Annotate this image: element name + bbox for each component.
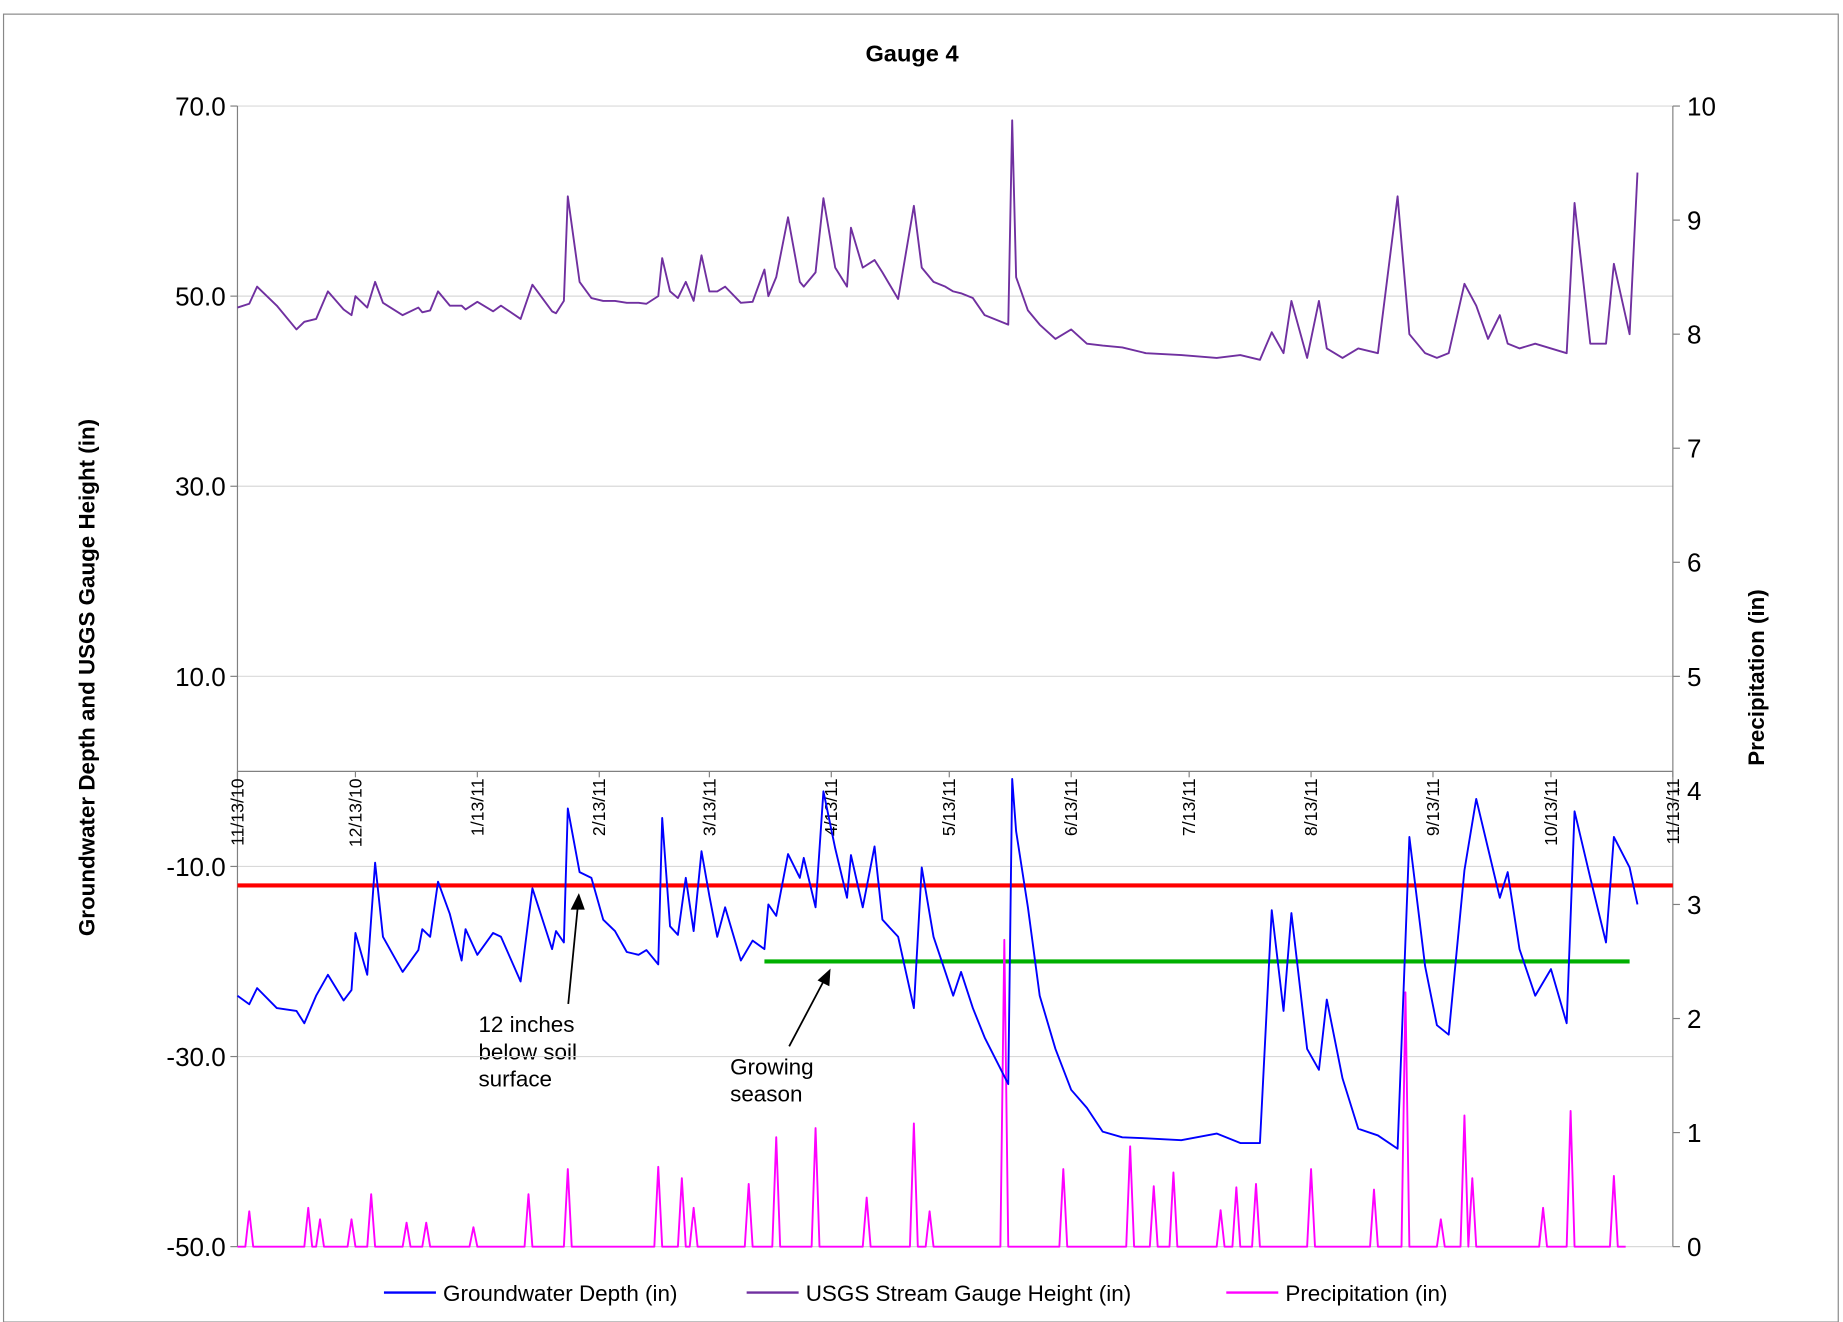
y2-tick-label: 1 [1687, 1120, 1701, 1148]
y-tick-label: 50.0 [175, 284, 226, 312]
arrow-head [570, 893, 585, 910]
x-tick-label: 6/13/11 [1061, 778, 1081, 836]
legend-label: USGS Stream Gauge Height (in) [806, 1281, 1131, 1306]
x-tick-label: 12/13/10 [345, 778, 365, 847]
data-line [236, 778, 1639, 1150]
y2-tick-label: 10 [1687, 94, 1716, 122]
x-tick-label: 3/13/11 [699, 778, 719, 836]
x-tick-label: 4/13/11 [821, 778, 841, 836]
annotation-line: surface [478, 1066, 552, 1091]
data-line [237, 938, 1626, 1248]
y2-tick-label: 9 [1687, 208, 1701, 236]
y-tick-label: 70.0 [175, 94, 226, 122]
annotation-arrow [567, 907, 579, 1004]
y-tick-label: 30.0 [175, 474, 226, 502]
x-tick-label: 7/13/11 [1179, 778, 1199, 836]
y-tick-label: 10.0 [175, 664, 226, 692]
y2-tick-label: 7 [1687, 436, 1701, 464]
y2-tick-label: 3 [1687, 892, 1701, 920]
legend-label: Groundwater Depth (in) [443, 1281, 677, 1306]
y-tick-label: -30.0 [166, 1044, 225, 1072]
x-tick-label: 2/13/11 [589, 778, 609, 836]
x-tick-label: 11/13/11 [1663, 778, 1683, 844]
y-tick-label: -10.0 [166, 854, 225, 882]
plot-group: Gauge 4 Groundwater Depth and USGS Gauge… [2, 13, 1839, 1322]
arrow-head [817, 968, 831, 987]
y2-tick-label: 2 [1687, 1006, 1701, 1034]
x-tick-label: 1/13/11 [467, 778, 487, 836]
y2-axis-title: Precipitation (in) [1744, 589, 1769, 766]
chart-title: Gauge 4 [865, 40, 958, 66]
y2-tick-label: 4 [1687, 778, 1701, 806]
y2-tick-label: 0 [1687, 1234, 1701, 1262]
x-tick-label: 11/13/10 [227, 778, 247, 846]
annotation-line: 12 inches [478, 1012, 574, 1037]
annotation-arrow [788, 981, 825, 1047]
x-tick-label: 8/13/11 [1301, 778, 1321, 836]
x-tick-label: 10/13/11 [1541, 778, 1561, 845]
y-tick-label: -50.0 [166, 1234, 225, 1262]
y2-tick-label: 8 [1687, 322, 1701, 350]
y2-tick-label: 6 [1687, 550, 1701, 578]
chart-frame [2, 13, 1839, 1322]
data-line [237, 119, 1639, 361]
x-tick-label: 5/13/11 [939, 778, 959, 836]
x-tick-label: 9/13/11 [1423, 778, 1443, 836]
annotation-line: below soil [478, 1039, 577, 1064]
annotation-line: Growing [730, 1055, 814, 1080]
legend-label: Precipitation (in) [1285, 1281, 1447, 1306]
y2-tick-label: 5 [1687, 664, 1701, 692]
y-axis-title: Groundwater Depth and USGS Gauge Height … [74, 419, 99, 936]
annotation-line: season [730, 1082, 802, 1107]
